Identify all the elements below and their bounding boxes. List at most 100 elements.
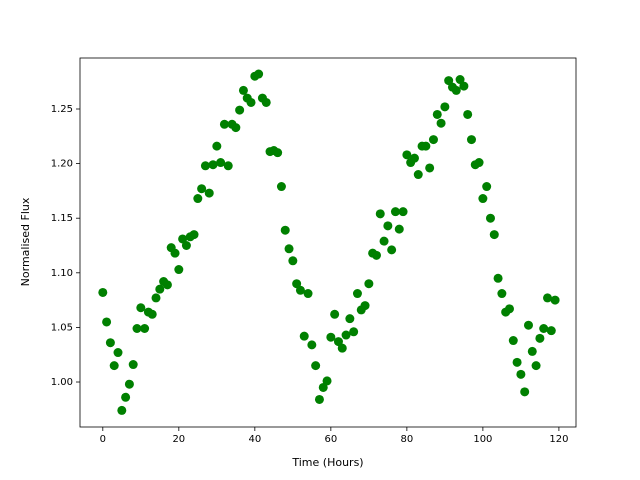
data-point [151,293,161,303]
data-point [463,109,473,119]
data-point [307,340,317,350]
data-point [330,309,340,319]
data-point [341,330,351,340]
data-point [128,360,138,370]
data-point [539,323,549,333]
data-point [387,245,397,255]
data-point [147,309,157,319]
data-point [105,338,115,348]
data-point [162,280,172,290]
y-tick-label: 1.25 [51,104,73,115]
x-tick-label: 100 [473,434,492,445]
y-tick-label: 1.10 [51,268,73,279]
data-point [295,285,305,295]
x-tick-label: 40 [248,434,261,445]
data-point [155,284,165,294]
data-point [432,109,442,119]
data-point [546,326,556,336]
data-point [504,304,514,314]
data-point [352,289,362,299]
data-point [516,369,526,379]
data-point [428,135,438,145]
data-point [520,387,530,397]
data-point [383,221,393,231]
data-point [440,102,450,112]
data-point [311,361,321,371]
data-point [124,379,134,389]
data-point [512,357,522,367]
data-point [421,141,431,151]
data-point [193,194,203,204]
data-point [322,376,332,386]
data-point [425,163,435,173]
data-point [527,346,537,356]
x-tick-label: 0 [100,434,106,445]
data-point [364,279,374,289]
data-point [292,279,302,289]
data-point [170,248,180,258]
data-point [273,148,283,158]
data-point [485,213,495,223]
data-point [299,331,309,341]
data-point [174,265,184,275]
data-point [360,301,370,311]
data-point [390,207,400,217]
data-point [102,317,112,327]
data-point [223,161,233,171]
data-point [181,241,191,251]
plot-frame [79,57,577,428]
data-point [333,337,343,347]
data-point [409,153,419,163]
data-point [136,303,146,313]
data-point [444,76,454,86]
data-point [189,230,199,240]
data-point [219,119,229,129]
y-tick-label: 1.05 [51,322,73,333]
data-point [318,382,328,392]
data-point [280,225,290,235]
data-point [542,293,552,303]
data-point [371,250,381,260]
data-point [204,188,214,198]
data-point [235,105,245,115]
data-point [493,273,503,283]
data-point [200,161,210,171]
data-point [288,256,298,266]
data-point [482,182,492,192]
data-point [398,207,408,217]
data-point [140,323,150,333]
data-point [284,244,294,254]
y-axis-label: Normalised Flux [19,197,32,286]
data-point [375,209,385,219]
data-point [466,135,476,145]
data-point [478,194,488,204]
data-point [197,184,207,194]
data-point [345,314,355,324]
data-point [178,234,188,244]
data-point [121,392,131,402]
data-point [212,141,222,151]
data-point [238,85,248,95]
data-point [261,97,271,107]
data-point [337,343,347,353]
data-point [208,160,218,170]
data-point [394,224,404,234]
data-point [455,75,465,85]
data-point [349,327,359,337]
data-point [246,97,256,107]
data-point [326,332,336,342]
x-axis-label: Time (Hours) [291,456,363,469]
data-point [535,333,545,343]
y-tick-label: 1.20 [51,159,73,170]
x-tick-label: 120 [549,434,568,445]
data-point [402,150,412,160]
data-point [117,405,127,415]
y-tick-label: 1.00 [51,377,73,388]
data-point [109,361,119,371]
x-tick-label: 60 [324,434,337,445]
data-point [436,118,446,128]
data-point [98,287,108,297]
y-tick-label: 1.15 [51,213,73,224]
